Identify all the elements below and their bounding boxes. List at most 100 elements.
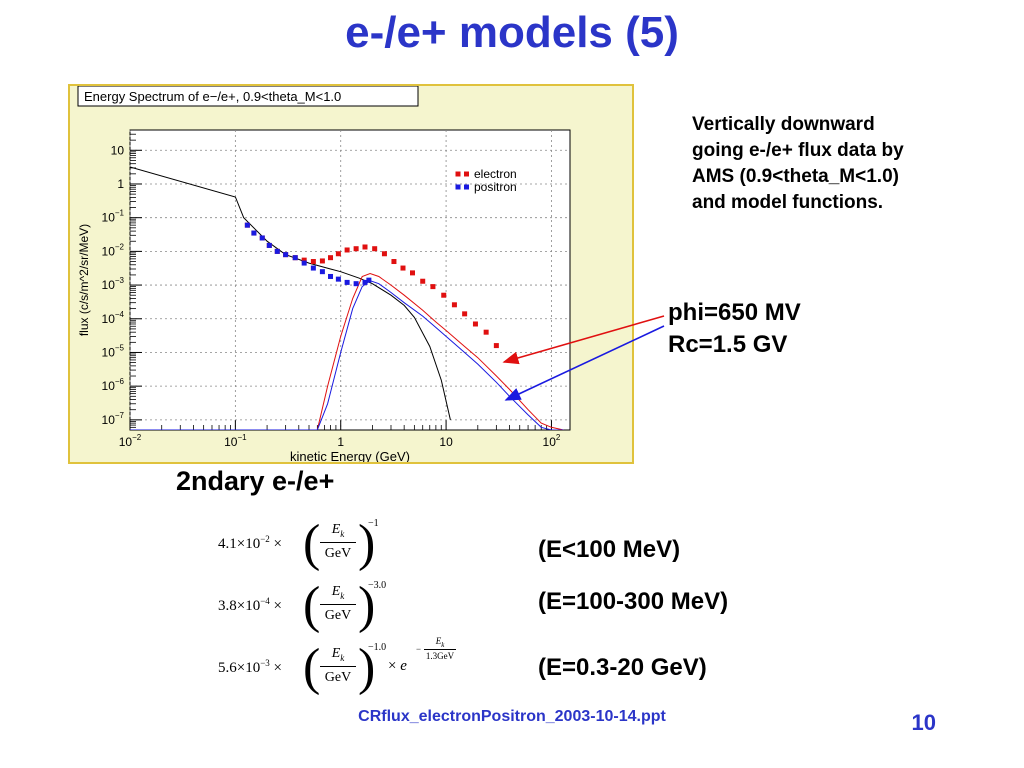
formula-power: −3.0 [368, 580, 387, 591]
x-tick-label: 102 [543, 433, 561, 449]
formula-e: e [400, 658, 407, 674]
formula-times: × [388, 658, 397, 674]
electron-point [381, 251, 387, 257]
parameter-text: phi=650 MV Rc=1.5 GV [668, 297, 801, 361]
formula-times10: ×10 [236, 598, 261, 614]
legend-label-electron: electron [474, 167, 517, 181]
plot-area [129, 129, 571, 431]
formula-times10: ×10 [236, 660, 261, 676]
formula-gev: GeV [324, 546, 352, 561]
formula-ek-sub: k [441, 640, 445, 649]
positron-point [259, 235, 265, 241]
y-tick-label: 10−2 [102, 242, 125, 258]
electron-point [335, 251, 341, 257]
model-curve-1 [130, 166, 451, 421]
formula-power: −1.0 [368, 642, 387, 653]
electron-point [400, 265, 406, 271]
formula-times: × [273, 598, 283, 614]
description-line: and model functions. [692, 192, 884, 213]
electron-point [391, 259, 397, 265]
page-number: 10 [911, 710, 936, 735]
description-line: AMS (0.9<theta_M<1.0) [692, 166, 899, 187]
y-tick-label: 10−6 [102, 377, 125, 393]
electron-point [362, 244, 368, 250]
electron-point [462, 311, 468, 317]
formula-power: −1 [368, 518, 379, 529]
x-tick-label: 10−2 [119, 433, 142, 449]
chart-title: Energy Spectrum of e−/e+, 0.9<theta_M<1.… [84, 89, 341, 104]
y-tick-label: 10−1 [102, 209, 125, 225]
x-tick-label: 10 [439, 435, 453, 449]
formula-coef: 5.6 [218, 660, 237, 676]
formula-ek: E [435, 636, 442, 646]
positron-point [319, 269, 325, 275]
electron-point [483, 329, 489, 335]
electron-point [319, 258, 325, 264]
y-axis-label: flux (c/s/m^2/sr/MeV) [77, 224, 91, 336]
positron-point [328, 273, 334, 279]
y-tick-label: 10−7 [102, 411, 125, 427]
positron-point [301, 260, 307, 266]
range-label: (E=0.3-20 GeV) [538, 654, 707, 681]
positron-point [344, 279, 350, 285]
formula-ek: E [331, 522, 341, 537]
electron-point [420, 278, 426, 284]
electron-point [493, 343, 499, 349]
formula-ek-sub: k [340, 590, 345, 601]
formula-exponent: −4 [260, 596, 270, 606]
positron-point [310, 265, 316, 271]
formula-exponent: −3 [260, 658, 270, 668]
subheading: 2ndary e-/e+ [176, 466, 335, 496]
formula-cutoff: 1.3GeV [425, 651, 455, 661]
slide-title: e-/e+ models (5) [345, 8, 679, 57]
description-text: Vertically downward going e-/e+ flux dat… [692, 112, 992, 216]
phi-label: phi=650 MV [668, 299, 801, 326]
formula-times: × [273, 660, 283, 676]
electron-point [410, 270, 416, 276]
positron-point [362, 279, 368, 285]
electron-point [430, 284, 436, 290]
formula-ek-sub: k [340, 652, 345, 663]
positron-point [366, 277, 372, 283]
chart-canvas: Energy Spectrum of e−/e+, 0.9<theta_M<1.… [77, 86, 571, 462]
positron-point [251, 230, 257, 236]
plot-content [130, 166, 564, 430]
x-tick-label: 1 [337, 435, 344, 449]
positron-point [274, 248, 280, 254]
model-curve-3 [130, 280, 564, 430]
electron-point [344, 247, 350, 253]
x-tick-label: 10−1 [224, 433, 247, 449]
formula-times10: ×10 [236, 536, 261, 552]
formula-ek-sub: k [340, 528, 345, 539]
y-tick-label: 10−4 [102, 310, 125, 326]
legend-label-positron: positron [474, 180, 517, 194]
model-curve-2 [316, 272, 564, 430]
electron-point [301, 257, 307, 263]
electron-point [372, 246, 378, 252]
positron-point [353, 281, 359, 287]
positron-point [244, 222, 250, 228]
legend-marker-positron [455, 184, 461, 190]
legend-marker-electron [455, 171, 461, 177]
formula-coef: 3.8 [218, 598, 237, 614]
formula-times: × [273, 536, 283, 552]
chart-title-box [77, 86, 419, 107]
positron-point [335, 276, 341, 282]
footer-filename: CRflux_electronPositron_2003-10-14.ppt [358, 708, 666, 725]
description-line: going e-/e+ flux data by [692, 140, 904, 161]
range-label: (E<100 MeV) [538, 536, 681, 563]
y-tick-label: 10−3 [102, 276, 125, 292]
electron-point [441, 292, 447, 298]
formula-ek: E [331, 646, 341, 661]
positron-point [283, 252, 289, 258]
y-tick-label: 10 [111, 143, 125, 157]
legend-marker-electron [464, 171, 469, 177]
formula-coef: 4.1 [218, 536, 237, 552]
electron-point [472, 321, 478, 327]
plot-frame: Energy Spectrum of e−/e+, 0.9<theta_M<1.… [68, 84, 634, 464]
y-tick-label: 1 [117, 177, 124, 191]
description-line: Vertically downward [692, 114, 875, 135]
electron-point [353, 246, 359, 252]
x-axis-label: kinetic Energy (GeV) [290, 449, 410, 462]
electron-point [328, 255, 334, 261]
